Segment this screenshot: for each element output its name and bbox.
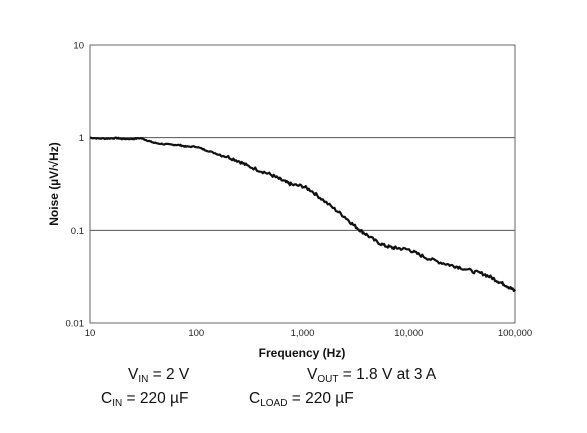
x-tick-label: 1,000 <box>291 328 315 339</box>
grid-lines <box>90 44 515 324</box>
y-axis-title: Noise (µV/√Hz) <box>47 142 61 226</box>
x-tick-label: 100,000 <box>498 328 532 339</box>
y-tick-label: 10 <box>73 41 84 52</box>
vin-condition: VIN = 2 V <box>128 366 190 385</box>
y-tick-label: 0.01 <box>66 319 85 330</box>
y-tick-labels: 10 1 0.1 0.01 <box>66 41 85 330</box>
x-tick-labels: 10 100 1,000 10,000 100,000 <box>85 328 532 339</box>
vin-value: = 2 V <box>148 366 190 383</box>
cin-subscript: IN <box>112 398 123 409</box>
x-tick-label: 10 <box>85 328 96 339</box>
x-tick-label: 100 <box>188 328 204 339</box>
x-axis-title: Frequency (Hz) <box>259 346 346 360</box>
cin-value: = 220 µF <box>122 390 189 407</box>
vout-condition: VOUT = 1.8 V at 3 A <box>307 366 437 385</box>
cload-subscript: LOAD <box>260 398 288 409</box>
vin-subscript: IN <box>138 374 149 385</box>
cload-condition: CLOAD = 220 µF <box>249 390 354 409</box>
noise-curve <box>90 136 516 292</box>
cload-value: = 220 µF <box>287 390 354 407</box>
x-tick-label: 10,000 <box>394 328 423 339</box>
cin-condition: CIN = 220 µF <box>101 390 189 409</box>
vout-value: = 1.8 V at 3 A <box>338 366 437 383</box>
y-tick-label: 1 <box>79 133 84 144</box>
y-tick-label: 0.1 <box>71 226 84 237</box>
vout-subscript: OUT <box>317 374 339 385</box>
plot-area-frame <box>89 44 516 324</box>
